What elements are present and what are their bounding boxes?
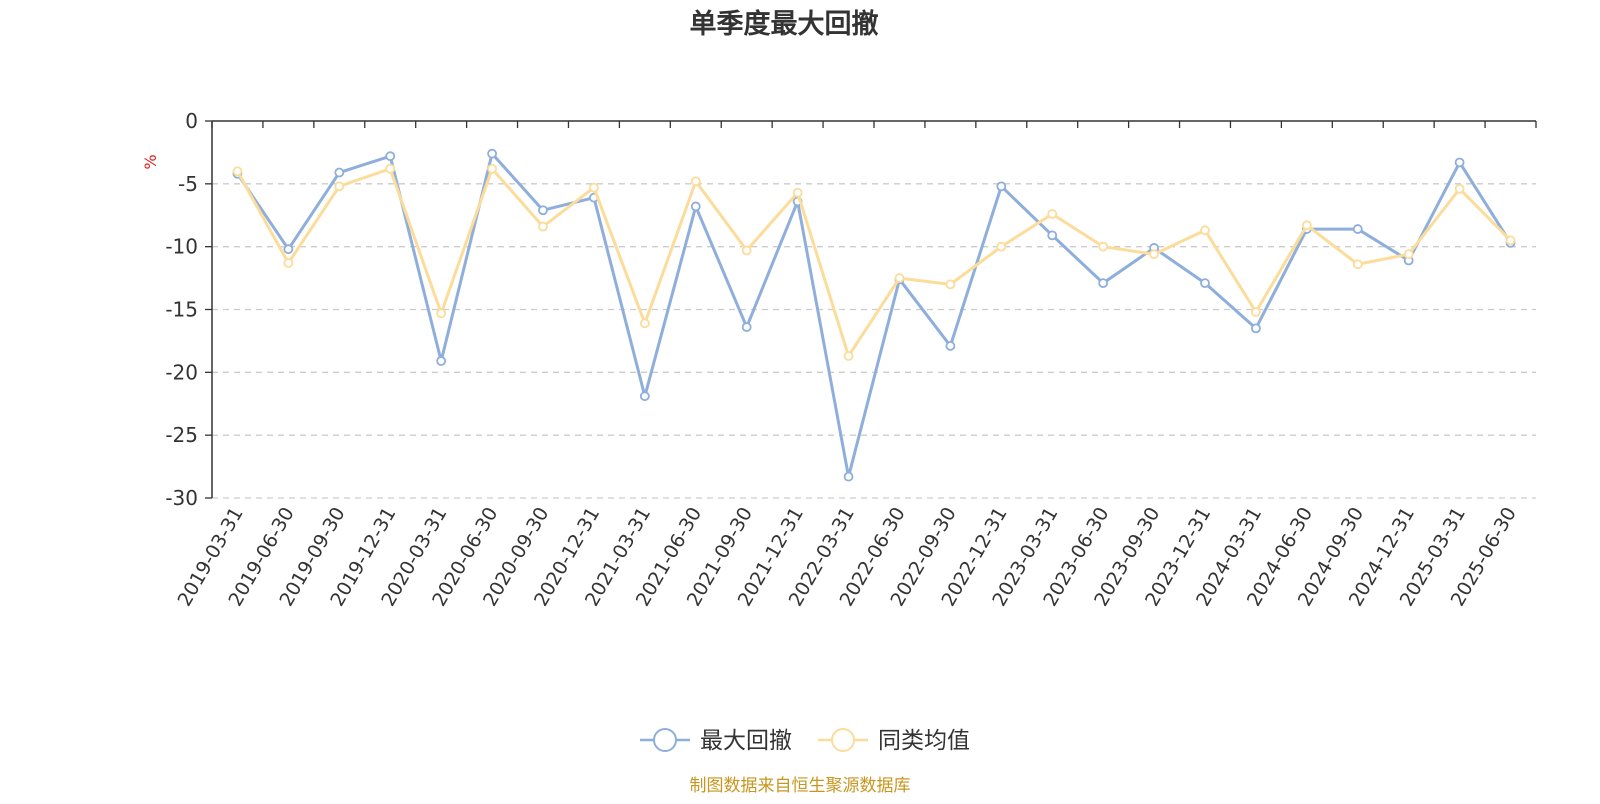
data-point: [1251, 307, 1261, 317]
legend-item[interactable]: 同类均值: [818, 728, 970, 754]
data-point: [283, 244, 294, 255]
chart-title: 单季度最大回撤: [690, 8, 879, 40]
data-point: [1251, 323, 1261, 334]
data-point: [1098, 278, 1109, 289]
data-point: [741, 322, 752, 332]
data-point: [1352, 224, 1363, 234]
data-point: [1047, 209, 1058, 219]
data-point: [945, 279, 956, 290]
data-point: [487, 148, 497, 159]
grid-lines: [212, 183, 1536, 499]
data-point: [1301, 220, 1312, 231]
data-point: [1505, 235, 1516, 246]
legend-label: 最大回撤: [700, 728, 792, 754]
data-point: [690, 176, 701, 187]
data-point: [945, 341, 956, 351]
data-point: [487, 163, 497, 174]
series-layer: [232, 148, 1516, 482]
data-point: [1200, 225, 1210, 236]
y-tick-label: 0: [185, 109, 198, 133]
data-point: [843, 351, 854, 361]
data-point: [843, 471, 854, 482]
data-point: [639, 318, 650, 329]
y-tick-label: -30: [165, 486, 198, 510]
data-point: [1454, 157, 1465, 168]
legend-label: 同类均值: [878, 728, 970, 754]
data-point: [1200, 278, 1210, 289]
data-point: [538, 205, 548, 216]
data-point: [436, 356, 447, 366]
data-point: [589, 182, 599, 193]
series-line: [236, 167, 1512, 358]
y-tick-label: -25: [165, 423, 198, 447]
data-point: [1098, 241, 1109, 252]
data-point: [996, 181, 1007, 192]
y-tick-label: -10: [165, 235, 198, 259]
data-point: [1149, 249, 1159, 260]
legend-circle-icon: [831, 728, 855, 752]
legend-circle-icon: [653, 728, 677, 752]
data-point: [741, 245, 752, 256]
legend-item[interactable]: 最大回撤: [640, 728, 792, 754]
y-tick-label: -5: [178, 172, 198, 196]
data-point: [385, 151, 396, 162]
data-point: [792, 187, 803, 198]
data-point: [436, 308, 447, 319]
data-point: [283, 258, 294, 268]
data-point: [1454, 183, 1465, 194]
data-point: [894, 273, 905, 283]
data-point: [690, 201, 701, 212]
data-point: [334, 181, 345, 192]
data-source-note: 制图数据来自恒生聚源数据库: [690, 776, 911, 796]
data-point: [996, 241, 1007, 252]
series-2: [232, 163, 1516, 361]
data-point: [232, 166, 243, 177]
data-point: [1403, 249, 1414, 260]
y-tick-label: -20: [165, 360, 198, 384]
data-point: [1352, 259, 1363, 270]
data-point: [639, 391, 650, 402]
data-point: [1047, 230, 1058, 241]
data-point: [334, 167, 345, 178]
data-point: [538, 221, 548, 232]
data-point: [385, 163, 396, 174]
legend: 最大回撤 同类均值: [640, 728, 970, 754]
y-tick-label: -15: [165, 298, 198, 322]
y-axis-unit-label: %: [141, 154, 160, 169]
series-line: [236, 152, 1512, 479]
